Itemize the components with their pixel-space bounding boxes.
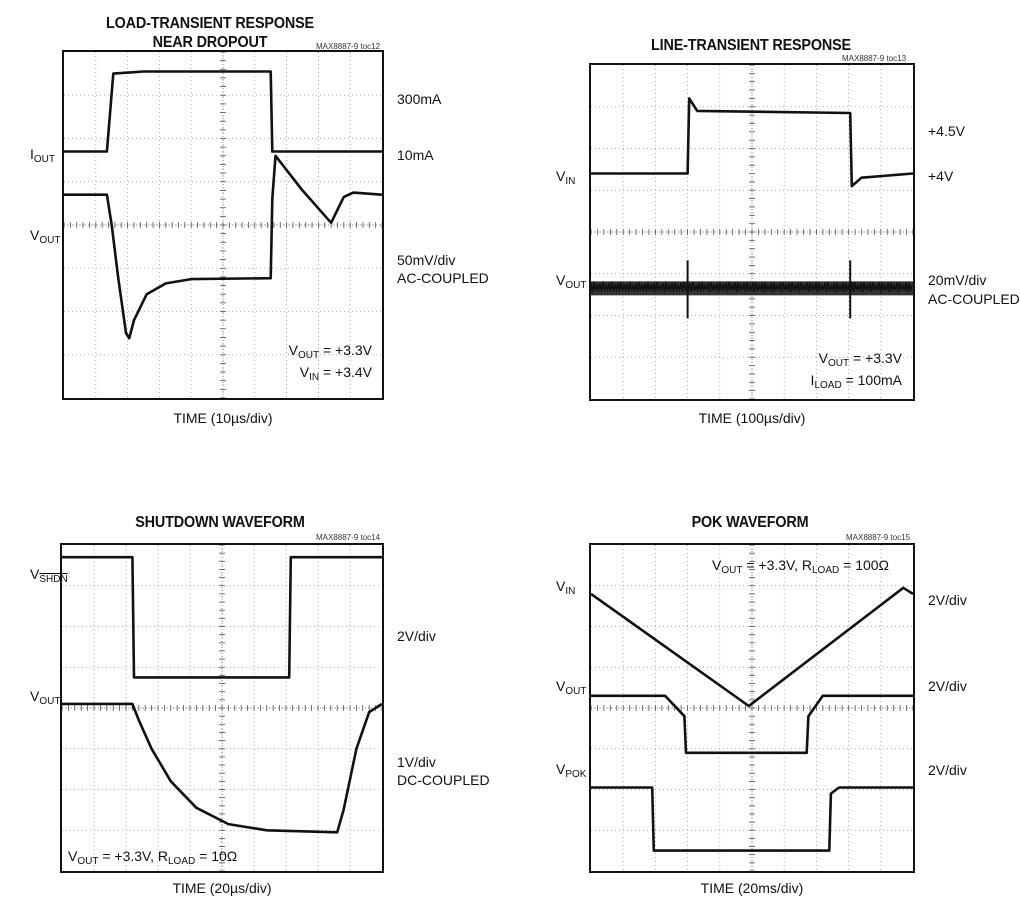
figure-id: MAX8887-9 toc14 [316,533,381,542]
chart-title: POK WAVEFORM [606,513,894,532]
title-line-1: LINE-TRANSIENT RESPONSE [651,37,851,54]
trace-vshdn [62,555,382,679]
right-label-coupling: DC-COUPLED [397,772,490,788]
trace-iout [64,70,382,153]
left-label-vout: VOUT [556,272,587,291]
title-line-1: POK WAVEFORM [691,514,809,531]
note-line-2: ILOAD = 100mA [810,372,902,391]
scope-plot [62,545,382,871]
chart-title: SHUTDOWN WAVEFORM [76,513,364,532]
note-line-1: VOUT = +3.3V [288,342,372,361]
condition-note: VOUT = +3.3V VIN = +3.4V [260,342,372,386]
left-label-vpok: VPOK [556,761,587,780]
title-line-2: NEAR DROPOUT [152,34,268,51]
scope-grid [591,65,913,399]
trace-vin [591,586,913,708]
trace-band [591,281,913,296]
right-label-vout-scale: 2V/div [928,678,967,694]
left-label-vout: VOUT [556,678,587,697]
title-line-1: SHUTDOWN WAVEFORM [135,514,305,531]
scope-plot [64,52,382,398]
figure-id: MAX8887-9 toc12 [316,42,381,51]
condition-note: VOUT = +3.3V, RLOAD = 100Ω [712,557,889,579]
left-label-iout: IOUT [30,146,55,165]
right-label-2v: 2V/div [397,628,436,644]
condition-note: VOUT = +3.3V ILOAD = 100mA [780,350,902,394]
x-axis-label: TIME (10µs/div) [173,410,273,426]
note-line-1: VOUT = +3.3V, RLOAD = 100Ω [712,557,890,576]
right-label-coupling: AC-COUPLED [397,270,489,286]
scope-screen [589,543,915,873]
scope-grid [62,545,382,871]
right-label-scale: 50mV/div [397,252,456,268]
left-label-vin: VIN [556,578,576,597]
right-label-1v: 1V/div [397,754,436,770]
chart-title: LINE-TRANSIENT RESPONSE [603,36,900,55]
right-label-300ma: 300mA [397,91,442,107]
scope-screen [60,543,384,873]
condition-note: VOUT = +3.3V, RLOAD = 10Ω [68,848,237,870]
x-axis-label: TIME (20ms/div) [700,880,804,896]
scope-grid [64,52,382,398]
trace-vout [64,154,382,340]
note-line-1: VOUT = +3.3V, RLOAD = 10Ω [68,848,238,867]
figure-id: MAX8887-9 toc15 [846,533,911,542]
figure-id: MAX8887-9 toc13 [842,54,907,63]
right-label-vin-scale: 2V/div [928,592,967,608]
x-axis-label: TIME (100µs/div) [698,410,806,426]
x-axis-label: TIME (20µs/div) [172,880,272,896]
left-label-vshdn: VSHDN [30,566,68,585]
right-label-coupling: AC-COUPLED [928,291,1020,307]
chart-title: LOAD-TRANSIENT RESPONSE NEAR DROPOUT [62,14,359,52]
left-label-vin: VIN [556,168,576,187]
left-label-vout: VOUT [30,688,61,707]
right-label-10ma: 10mA [397,147,434,163]
trace-vout [591,694,913,755]
note-line-2: VIN = +3.4V [299,364,372,383]
note-line-1: VOUT = +3.3V [818,350,902,369]
trace-vpok [591,786,913,852]
right-label-4v: +4V [928,168,954,184]
right-label-45v: +4.5V [928,123,965,139]
scope-plot [591,65,913,399]
title-line-1: LOAD-TRANSIENT RESPONSE [106,15,314,32]
left-label-vout: VOUT [30,227,61,246]
scope-plot [591,545,913,871]
right-label-scale: 20mV/div [928,272,987,288]
trace-vout [62,702,382,834]
right-label-vpok-scale: 2V/div [928,762,967,778]
scope-screen [62,50,384,400]
scope-screen [589,63,915,401]
scope-grid [591,545,913,871]
trace-vin [591,97,913,188]
